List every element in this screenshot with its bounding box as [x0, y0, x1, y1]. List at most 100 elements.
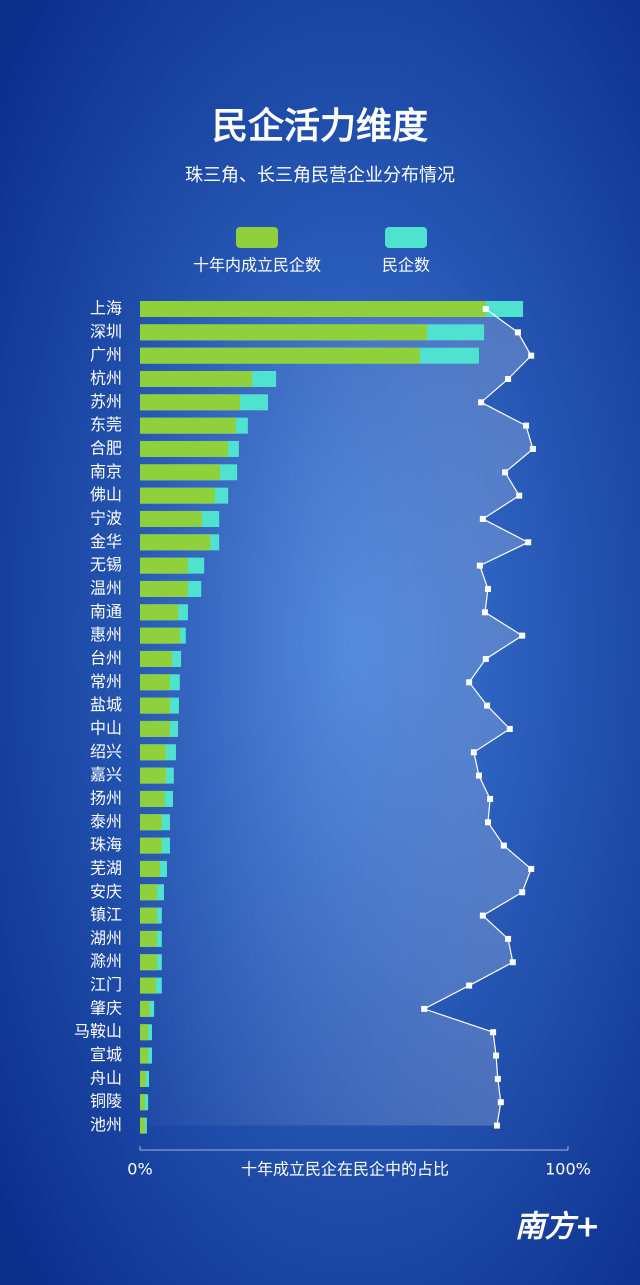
bar-new	[140, 790, 165, 807]
bar-new	[140, 464, 221, 481]
bar-new	[140, 814, 162, 831]
y-tick-label: 合肥	[90, 438, 122, 457]
ratio-point	[482, 655, 489, 662]
chart-subtitle: 珠三角、长三角民营企业分布情况	[185, 165, 455, 186]
ratio-point	[487, 795, 494, 802]
y-tick-label: 广州	[90, 345, 122, 364]
bar-new	[140, 1024, 149, 1041]
y-tick-label: 珠海	[90, 835, 122, 854]
ratio-point	[478, 399, 485, 406]
ratio-point	[490, 1029, 497, 1036]
bar-new	[140, 604, 179, 621]
bar-new	[140, 301, 486, 317]
bar-new	[140, 347, 420, 364]
ratio-point	[484, 819, 491, 826]
ratio-point	[476, 562, 483, 569]
bar-new	[140, 977, 156, 994]
ratio-point	[514, 329, 521, 336]
bar-new	[140, 1094, 146, 1111]
bar-new	[140, 627, 180, 644]
y-tick-label: 绍兴	[90, 742, 122, 761]
y-tick-label: 肇庆	[90, 998, 122, 1017]
y-tick-label: 无锡	[90, 555, 122, 574]
bar-new	[140, 674, 170, 691]
x-axis-label: 十年成立民企在民企中的占比	[241, 1160, 449, 1179]
ratio-point	[482, 306, 489, 312]
y-tick-label: 南通	[90, 602, 122, 621]
bar-new	[140, 767, 167, 784]
bar-new	[140, 744, 167, 761]
x-tick-label: 100%	[545, 1160, 591, 1179]
ratio-point	[479, 912, 486, 919]
bar-new	[140, 720, 170, 737]
y-tick-label: 南京	[90, 462, 122, 481]
y-tick-label: 台州	[90, 648, 122, 667]
ratio-point	[509, 959, 516, 966]
y-tick-label: 温州	[90, 578, 122, 597]
y-tick-label: 惠州	[90, 625, 122, 644]
chart-title: 民企活力维度	[212, 105, 428, 147]
y-tick-label: 马鞍山	[74, 1022, 122, 1041]
legend-swatch	[236, 227, 278, 248]
y-tick-label: 江门	[90, 975, 122, 994]
y-tick-label: 东莞	[90, 415, 122, 434]
y-tick-label: 湖州	[90, 928, 122, 947]
ratio-point	[506, 725, 513, 732]
bar-new	[140, 954, 158, 971]
bar-new	[140, 440, 229, 457]
ratio-point	[505, 375, 512, 382]
y-tick-label: 泰州	[90, 812, 122, 831]
bar-new	[140, 650, 173, 667]
bar-new	[140, 930, 158, 947]
bar-new	[140, 1000, 150, 1017]
bar-new	[140, 487, 215, 504]
ratio-point	[497, 1099, 504, 1106]
y-tick-label: 镇江	[90, 905, 122, 924]
bar-new	[140, 370, 253, 387]
ratio-point	[502, 469, 509, 476]
y-tick-label: 池州	[90, 1115, 122, 1134]
bar-new	[140, 324, 428, 341]
ratio-point	[500, 842, 507, 849]
ratio-point	[519, 889, 526, 896]
y-tick-label: 常州	[90, 672, 122, 691]
ratio-point	[479, 515, 486, 522]
y-tick-label: 芜湖	[90, 858, 122, 877]
y-tick-label: 盐城	[90, 695, 122, 714]
y-tick-label: 铜陵	[90, 1092, 122, 1111]
bar-new	[140, 394, 241, 411]
bar-new	[140, 1070, 146, 1087]
bar-new	[140, 417, 236, 434]
ratio-point	[525, 539, 532, 546]
y-tick-label: 扬州	[90, 788, 122, 807]
ratio-area	[140, 309, 533, 1126]
y-tick-label: 深圳	[90, 322, 122, 341]
bar-new	[140, 580, 188, 597]
y-tick-label: 金华	[90, 532, 122, 551]
y-tick-label: 舟山	[90, 1068, 122, 1087]
bar-new	[140, 557, 188, 574]
ratio-point	[484, 585, 491, 592]
legend-label: 十年内成立民企数	[193, 256, 321, 275]
y-tick-label: 宣城	[90, 1045, 122, 1064]
ratio-point	[494, 1075, 501, 1082]
bar-new	[140, 860, 161, 877]
y-tick-label: 嘉兴	[90, 765, 122, 784]
x-tick-label: 0%	[127, 1160, 152, 1179]
ratio-point	[470, 749, 477, 756]
y-tick-label: 宁波	[90, 508, 122, 527]
bar-new	[140, 1117, 146, 1134]
ratio-line	[422, 308, 534, 1126]
y-tick-label: 佛山	[90, 485, 122, 504]
y-tick-label: 苏州	[90, 392, 122, 411]
bar-new	[140, 510, 203, 527]
bar-new	[140, 1047, 149, 1064]
y-tick-label: 安庆	[90, 882, 122, 901]
ratio-point	[484, 702, 491, 709]
y-tick-label: 中山	[90, 718, 122, 737]
bar-new	[140, 837, 162, 854]
ratio-point	[505, 935, 512, 942]
ratio-point	[519, 632, 526, 639]
bar-new	[140, 534, 211, 551]
